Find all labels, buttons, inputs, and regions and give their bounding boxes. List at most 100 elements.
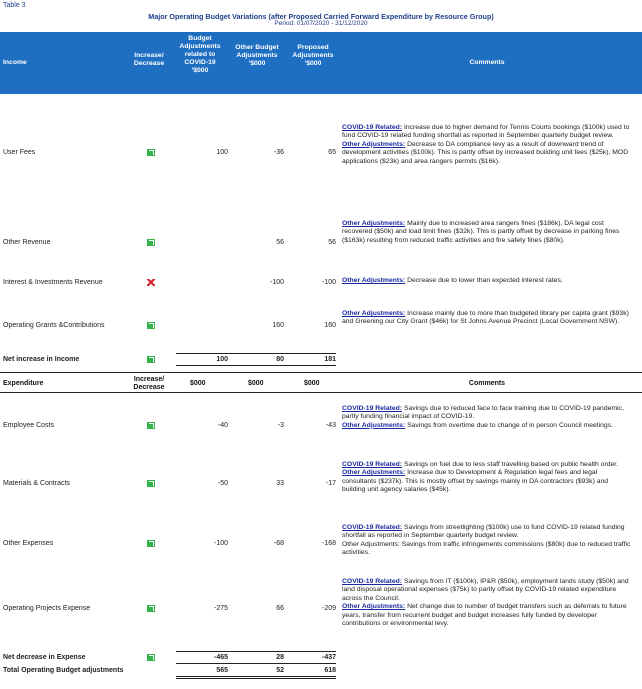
increase-indicator-icon [147,605,155,612]
row-label: Employee Costs [3,422,54,429]
covid-adj-header: Budget Adjustments related to COVID-19 '… [179,35,221,74]
divider [176,353,336,354]
comment-key: Other Adjustments: [342,310,406,317]
section-divider [0,372,642,373]
row-label: User Fees [3,149,36,156]
covid-adj-value: 100 [216,149,228,156]
row-comment: COVID-19 Related: Increase due to higher… [342,124,632,166]
divider [176,365,336,366]
row-comment: Other Adjustments: Mainly due to increas… [342,220,632,245]
covid-adj-value: -40 [217,422,228,429]
report-title: Major Operating Budget Variations (after… [148,12,494,21]
row-comment: COVID-19 Related: Savings due to reduced… [342,405,632,430]
comment-text: Savings on fuel due to less staff travel… [402,461,619,468]
exp-comments-header: Comments [468,380,506,387]
other-adj-value: 33 [276,480,284,487]
comment-text: Savings from overtime due to change of i… [405,421,613,429]
net-income-proposed-value: 181 [324,356,336,363]
total-proposed-value: 618 [324,667,336,674]
comment-text: Increase mainly due to more than budgete… [342,310,629,326]
net-decrease-expense-label: Net decrease in Expense [3,654,86,661]
net-exp-other-value: 28 [276,654,284,661]
expenditure-header: Expenditure [3,380,44,387]
comment-text: Decrease due to lower than expected inte… [405,277,563,284]
covid-adj-value: -100 [213,540,228,547]
increase-indicator-icon [147,356,155,363]
proposed-adj-value: -43 [325,422,336,429]
other-adj-value: -3 [277,422,284,429]
row-label: Operating Projects Expense [3,605,91,612]
increase-indicator-icon [147,422,155,429]
increase-decrease-header: Increase/ Decrease [133,52,165,67]
comment-text: Increase due to higher demand for Tennis… [342,124,630,140]
proposed-adj-value: -168 [321,540,336,547]
other-adj-value: 66 [276,605,284,612]
other-adj-value: 160 [272,322,284,329]
proposed-adj-value: 56 [328,239,336,246]
net-increase-income-label: Net increase in Income [3,356,80,363]
divider [176,651,336,652]
proposed-adj-value: -209 [321,605,336,612]
income-header: Income [3,59,27,66]
decrease-indicator-icon [147,279,155,286]
net-income-other-value: 80 [276,356,284,363]
other-adj-value: 56 [276,239,284,246]
other-adj-value: -68 [273,540,284,547]
comment-key: COVID-19 Related: [342,524,403,531]
row-comment: Other Adjustments: Decrease due to lower… [342,277,632,285]
comment-text: Decrease to DA compliance levy as a resu… [342,140,629,165]
increase-indicator-icon [147,480,155,487]
other-adj-value: -100 [269,279,284,286]
increase-indicator-icon [147,654,155,661]
net-exp-covid-value: -465 [213,654,228,661]
row-label: Materials & Contracts [3,480,70,487]
section-divider [0,392,642,393]
row-comment: Other Adjustments: Increase mainly due t… [342,310,632,327]
exp-col1-header: $000 [190,380,206,387]
comment-key: Other Adjustments: [342,469,406,477]
covid-adj-value: -275 [213,605,228,612]
other-adj-header: Other Budget Adjustments '$000 [235,44,279,67]
increase-indicator-icon [147,149,155,156]
comment-text: Savings due to reduced face to face trai… [342,405,624,421]
net-exp-proposed-value: -437 [321,654,336,661]
row-label: Interest & Investments Revenue [3,279,103,286]
total-other-value: 52 [276,667,284,674]
other-adj-value: -36 [273,149,284,156]
comment-text: Mainly due to increased area rangers fin… [342,220,620,244]
divider [176,678,336,679]
divider [176,676,336,677]
comment-key: Other Adjustments: [342,603,406,611]
increase-indicator-icon [147,239,155,246]
row-comment: COVID-19 Related: Savings from IT ($100k… [342,578,632,628]
comment-key: Other Adjustments: [342,140,406,148]
proposed-adj-value: 65 [328,149,336,156]
comment-text: Increase due to Development & Regulation… [342,469,609,494]
row-comment: COVID-19 Related: Savings from streetlig… [342,524,632,558]
comment-text: Other Adjustments: Savings from traffic … [342,540,631,557]
comment-text: Savings from streetlighting ($100k) use … [342,524,625,540]
proposed-adj-value: -17 [325,480,336,487]
exp-col2-header: $000 [248,380,264,387]
comment-key: COVID-19 Related: [342,124,403,131]
income-header-bar: Income Increase/ Decrease Budget Adjustm… [0,32,642,94]
comment-key: COVID-19 Related: [342,461,403,468]
comment-key: Other Adjustments: [342,421,406,429]
comment-text: Net change due to number of budget trans… [342,603,627,628]
increase-indicator-icon [147,322,155,329]
divider [176,663,336,664]
comments-header: Comments [469,59,505,66]
proposed-adj-value: -100 [321,279,336,286]
row-label: Operating Grants &Contributions [3,322,105,329]
proposed-adj-value: 160 [324,322,336,329]
table-label: Table 3 [3,2,26,9]
comment-key: Other Adjustments: [342,277,406,284]
total-covid-value: 565 [216,667,228,674]
comment-key: Other Adjustments: [342,220,406,227]
row-label: Other Expenses [3,540,54,547]
net-income-covid-value: 100 [216,356,228,363]
comment-text: Savings from IT ($100k), IP&R ($50k), em… [342,578,629,602]
comment-key: COVID-19 Related: [342,578,403,585]
comment-key: COVID-19 Related: [342,405,403,412]
covid-adj-value: -50 [217,480,228,487]
